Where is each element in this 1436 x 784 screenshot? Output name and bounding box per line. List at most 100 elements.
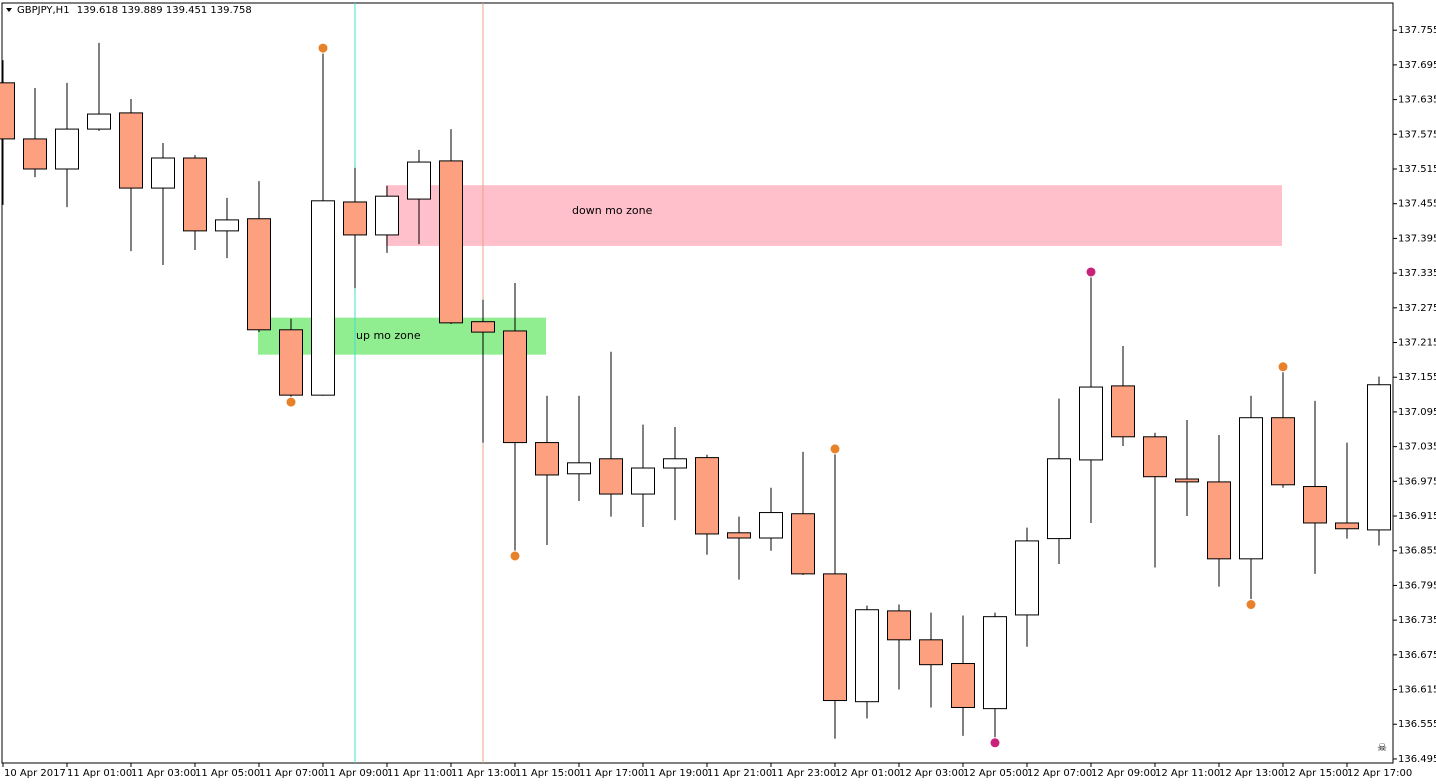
zones: up mo zone down mo zone [258, 185, 1282, 355]
fractal-marker [1277, 361, 1289, 373]
symbol: GBPJPY,H1 [17, 5, 70, 16]
candle-body [855, 609, 879, 703]
x-tick-label: 12 Apr 01:00 [835, 768, 900, 779]
candle-body [1175, 478, 1199, 483]
plot-frame [1, 2, 1394, 764]
y-tick-label: 136.495 [1398, 754, 1436, 765]
x-tick-label: 12 Apr 15:00 [1283, 768, 1348, 779]
candle-body [535, 442, 559, 476]
zone-label: down mo zone [572, 204, 653, 217]
candle-body [1111, 385, 1135, 438]
fractal-marker [989, 737, 1001, 749]
x-tick-label: 11 Apr 23:00 [771, 768, 836, 779]
candle-body [215, 219, 239, 232]
y-tick-label: 136.615 [1398, 685, 1436, 696]
fractal-marker [1245, 599, 1257, 611]
candle-body [1335, 522, 1359, 530]
low-price: 139.451 [166, 5, 207, 16]
x-tick-label: 11 Apr 09:00 [323, 768, 388, 779]
y-tick-label: 136.555 [1398, 719, 1436, 730]
candle-body [1271, 417, 1295, 486]
x-tick-label: 12 Apr 17:00 [1347, 768, 1412, 779]
x-tick-label: 11 Apr 07:00 [259, 768, 324, 779]
zone [258, 317, 546, 355]
candle-body [823, 573, 847, 702]
x-tick-label: 12 Apr 05:00 [963, 768, 1028, 779]
fractal-marker [285, 396, 297, 408]
candle-body [23, 138, 47, 170]
candle-body [791, 513, 815, 575]
candle-body [887, 610, 911, 641]
x-tick-label: 11 Apr 13:00 [451, 768, 516, 779]
candle-body [631, 467, 655, 495]
y-tick-label: 137.155 [1398, 372, 1436, 383]
candle-body [375, 195, 399, 236]
y-tick-label: 137.275 [1398, 303, 1436, 314]
x-tick-label: 11 Apr 03:00 [131, 768, 196, 779]
x-tick-label: 12 Apr 13:00 [1219, 768, 1284, 779]
chart-header: GBPJPY,H1 139.618 139.889 139.451 139.75… [17, 5, 252, 16]
close-price: 139.758 [210, 5, 251, 16]
icon: ☠ [1377, 741, 1387, 754]
fractal-marker [317, 42, 329, 54]
candle-body [695, 457, 719, 535]
y-tick-label: 137.335 [1398, 268, 1436, 279]
candle-body [567, 462, 591, 475]
candle-body [503, 330, 527, 444]
candle-body [919, 639, 943, 666]
x-tick-label: 11 Apr 15:00 [515, 768, 580, 779]
candle-body [343, 201, 367, 236]
x-tick-label: 12 Apr 07:00 [1027, 768, 1092, 779]
y-tick-label: 136.915 [1398, 511, 1436, 522]
y-tick-label: 137.215 [1398, 338, 1436, 349]
candle-body [151, 157, 175, 189]
candle-body [0, 82, 15, 140]
candle-body [1015, 540, 1039, 616]
fractal-marker [1085, 266, 1097, 278]
open-price: 139.618 [77, 5, 118, 16]
candles [0, 42, 1391, 749]
x-tick-label: 11 Apr 21:00 [707, 768, 772, 779]
y-tick-label: 137.575 [1398, 129, 1436, 140]
candle-body [407, 161, 431, 200]
y-tick-label: 137.035 [1398, 442, 1436, 453]
candle-body [471, 321, 495, 333]
candle-body [1207, 481, 1231, 560]
y-tick-label: 137.395 [1398, 233, 1436, 244]
y-tick-label: 137.755 [1398, 25, 1436, 36]
y-tick-label: 136.735 [1398, 615, 1436, 626]
candle-body [1143, 436, 1167, 478]
x-tick-label: 11 Apr 01:00 [67, 768, 132, 779]
candle-body [439, 160, 463, 324]
candle-body [311, 200, 335, 396]
candle-body [87, 113, 111, 130]
y-tick-label: 137.095 [1398, 407, 1436, 418]
x-tick-label: 12 Apr 11:00 [1155, 768, 1220, 779]
y-tick-label: 137.455 [1398, 199, 1436, 210]
x-tick-label: 12 Apr 09:00 [1091, 768, 1156, 779]
candle-body [1367, 384, 1391, 531]
candle-body [1303, 486, 1327, 524]
candle-body [279, 329, 303, 396]
candle-body [599, 458, 623, 495]
candle-body [983, 616, 1007, 710]
menu-arrow [6, 8, 12, 12]
candle-body [727, 532, 751, 539]
candle-body [183, 157, 207, 232]
candle-body [247, 218, 271, 331]
y-tick-label: 137.635 [1398, 95, 1436, 106]
y-tick-label: 136.855 [1398, 546, 1436, 557]
y-tick-label: 137.695 [1398, 60, 1436, 71]
x-tick-label: 12 Apr 03:00 [899, 768, 964, 779]
x-tick-label: 11 Apr 05:00 [195, 768, 260, 779]
fractal-marker [509, 550, 521, 562]
zone [386, 185, 1282, 246]
candle-body [1047, 458, 1071, 540]
y-tick-label: 137.515 [1398, 164, 1436, 175]
high-price: 139.889 [121, 5, 162, 16]
candle-body [119, 112, 143, 189]
x-tick-label: 10 Apr 2017 [4, 768, 66, 779]
candle-body [951, 663, 975, 708]
candle-body [1079, 386, 1103, 461]
